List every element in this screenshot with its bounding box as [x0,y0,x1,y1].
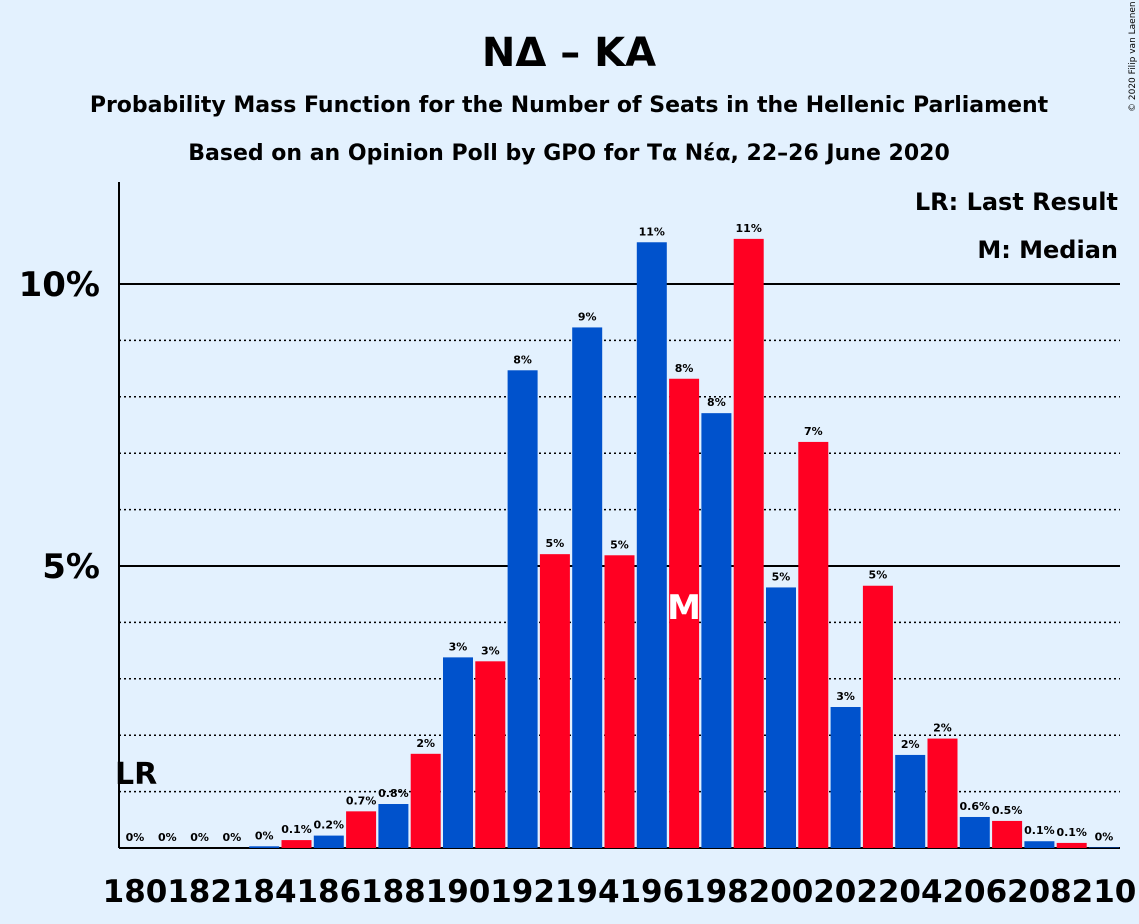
bar-seat-210 [1089,847,1119,848]
y-tick-label: 5% [42,547,100,587]
bar-seat-200 [766,587,796,848]
bar-value-label: 3% [449,640,468,653]
x-tick-label: 184 [232,874,297,910]
bar-labels: 0% 0% 0% 0% 0% 0.1% 0.2%0.7%0.8%2%3% 3%8%5%9%5%… [126,222,1114,844]
bar-seat-196 [636,242,667,848]
x-tick-label: 206 [942,874,1007,910]
x-tick-label: 194 [555,874,620,910]
bar-value-label: 5% [546,537,565,550]
bar-seat-193 [539,554,570,848]
bar-seat-204 [895,754,926,848]
bar-value-label: 0% [190,831,209,844]
x-tick-label: 208 [1007,874,1072,910]
x-tick-label: 190 [426,874,491,910]
x-tick-label: 180 [103,874,168,910]
bar-value-label: 0% [255,829,274,842]
bar-seat-205 [927,738,958,848]
bar-seat-208 [1024,841,1055,848]
bar-value-label: 0.1% [1024,824,1055,837]
bar-seat-192 [507,370,538,848]
x-tick-label: 210 [1072,874,1137,910]
bar-value-label: 3% [836,690,855,703]
bar-seat-190 [443,657,473,848]
copyright-note: © 2020 Filip van Laenen [1128,1,1138,112]
bar-seat-191 [475,661,506,848]
bar-seat-197 [669,378,700,848]
bar-value-label: 0.1% [281,823,312,836]
x-tick-label: 198 [684,874,749,910]
bar-seat-201 [798,441,829,848]
bar-value-label: 2% [416,737,435,750]
bar-value-label: 5% [610,538,629,551]
bar-seat-194 [572,327,603,849]
bar-value-label: 0.6% [960,800,991,813]
y-tick-label: 10% [19,265,100,305]
chart-subtitle-poll: Based on an Opinion Poll by GPO for Τα Ν… [188,141,950,166]
bar-value-label: 2% [933,722,952,735]
bar-seat-188 [378,804,409,848]
chart-subtitle: Probability Mass Function for the Number… [90,93,1049,118]
bar-value-label: 11% [736,222,762,235]
x-tick-label: 186 [296,874,361,910]
bar-value-label: 8% [513,353,532,366]
bar-value-label: 0% [126,831,145,844]
bar-seat-195 [604,555,635,848]
legend-last-result: LR: Last Result [915,188,1118,216]
bar-seat-198 [701,413,732,848]
bar-value-label: 0.8% [378,787,409,800]
bar-value-label: 0% [1095,830,1114,843]
bar-value-label: 0% [158,831,177,844]
bar-seat-206 [959,816,990,848]
bar-value-label: 0% [223,831,242,844]
bar-value-label: 8% [707,396,726,409]
x-tick-label: 188 [361,874,426,910]
bar-value-label: 0.7% [346,794,377,807]
bars [249,238,1119,849]
bar-seat-185 [281,840,312,848]
last-result-marker: LR [115,757,157,792]
bar-seat-209 [1056,842,1087,848]
bar-seat-202 [830,707,861,848]
bar-value-label: 8% [675,362,694,375]
bar-value-label: 5% [869,569,888,582]
bar-seat-187 [346,811,377,848]
bar-seat-186 [313,835,344,848]
bar-value-label: 11% [639,225,665,238]
bar-seat-207 [992,820,1023,848]
x-tick-label: 196 [619,874,684,910]
chart-title: ΝΔ – ΚΑ [482,30,656,76]
legend-median: M: Median [977,236,1118,264]
bar-value-label: 5% [772,570,791,583]
bar-value-label: 3% [481,644,500,657]
bar-value-label: 0.1% [1056,826,1087,839]
x-tick-label: 200 [749,874,814,910]
bar-value-label: 7% [804,425,823,438]
x-axis-ticks: 180 182 184 186 188 190 192 194 196 198 200 202 204 2… [103,874,1137,910]
bar-value-label: 0.2% [314,819,345,832]
bar-seat-189 [410,753,441,848]
median-marker: M [667,588,701,628]
bar-value-label: 9% [578,310,597,323]
bar-seat-184 [249,846,280,848]
bar-seat-203 [862,585,893,848]
x-tick-label: 204 [878,874,943,910]
x-tick-label: 202 [813,874,878,910]
bar-value-label: 0.5% [992,804,1023,817]
x-tick-label: 182 [167,874,232,910]
bar-seat-199 [733,238,764,848]
bar-value-label: 2% [901,738,920,751]
y-axis-ticks: 5% 10% [19,265,100,587]
x-tick-label: 192 [490,874,555,910]
